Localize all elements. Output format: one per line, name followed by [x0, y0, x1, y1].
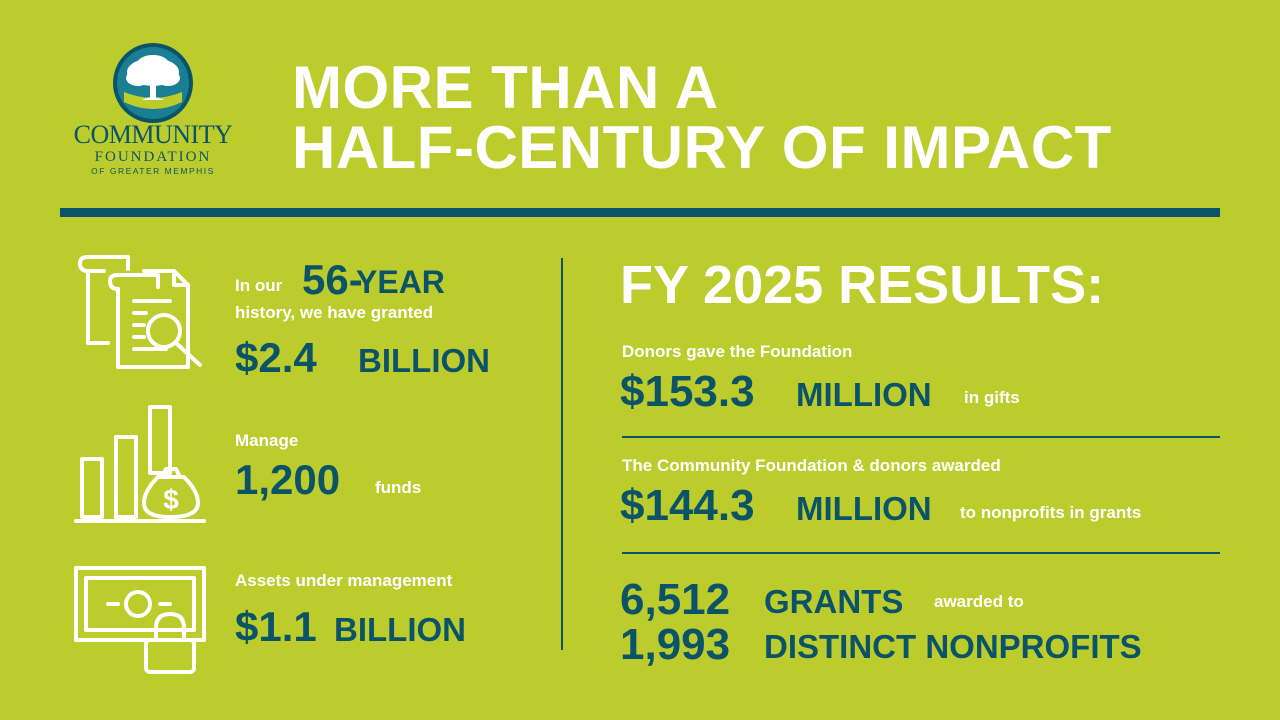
funds-unit: funds — [375, 478, 422, 497]
history-years-word: YEAR — [356, 264, 445, 300]
logo-wordmark: COMMUNITY FOUNDATION OF GREATER MEMPHIS — [58, 121, 248, 177]
gifts-amount: $153.3 — [620, 367, 755, 416]
logo-line-2: FOUNDATION — [94, 149, 212, 165]
results-heading: FY 2025 RESULTS: — [620, 255, 1105, 315]
header-divider — [60, 208, 1220, 217]
title-line-1: MORE THAN A — [292, 54, 719, 121]
grants-awarded-unit: MILLION — [796, 490, 932, 527]
assets-unit: BILLION — [334, 611, 466, 648]
logo-line-3: OF GREATER MEMPHIS — [91, 166, 215, 176]
results-divider-2 — [622, 552, 1220, 554]
funds-label: Manage — [235, 431, 299, 450]
nonprofits-unit: DISTINCT NONPROFITS — [764, 628, 1142, 665]
grants-awarded-amount: $144.3 — [620, 481, 755, 530]
assets-label: Assets under management — [235, 571, 453, 590]
title-line-2: HALF-CENTURY OF IMPACT — [292, 114, 1112, 181]
column-divider — [561, 258, 563, 650]
assets-amount: $1.1 — [235, 603, 317, 650]
gifts-label: Donors gave the Foundation — [622, 342, 853, 361]
banknote-lock-icon — [74, 566, 206, 674]
logo-line-1: COMMUNITY — [73, 120, 233, 149]
history-years: 56- — [302, 256, 363, 303]
funds-count: 1,200 — [235, 456, 341, 503]
bar-chart-money-bag-icon: $ — [74, 405, 206, 523]
gifts-unit: MILLION — [796, 376, 932, 413]
document-search-icon — [78, 255, 202, 369]
svg-text:$: $ — [163, 484, 179, 515]
results-divider-1 — [622, 436, 1220, 438]
history-prefix: In our — [235, 276, 283, 295]
tree-seal-logo — [113, 43, 193, 123]
gifts-suffix: in gifts — [964, 388, 1020, 407]
history-line-2: history, we have granted — [235, 303, 434, 322]
grants-awarded-label: The Community Foundation & donors awarde… — [622, 456, 1001, 475]
nonprofits-count: 1,993 — [620, 620, 731, 669]
history-amount: $2.4 — [235, 334, 317, 381]
history-unit: BILLION — [358, 342, 490, 379]
grants-count-unit: GRANTS — [764, 583, 904, 620]
grants-awarded-suffix: to nonprofits in grants — [960, 503, 1142, 522]
grants-count: 6,512 — [620, 575, 731, 624]
grants-count-suffix: awarded to — [934, 592, 1024, 611]
